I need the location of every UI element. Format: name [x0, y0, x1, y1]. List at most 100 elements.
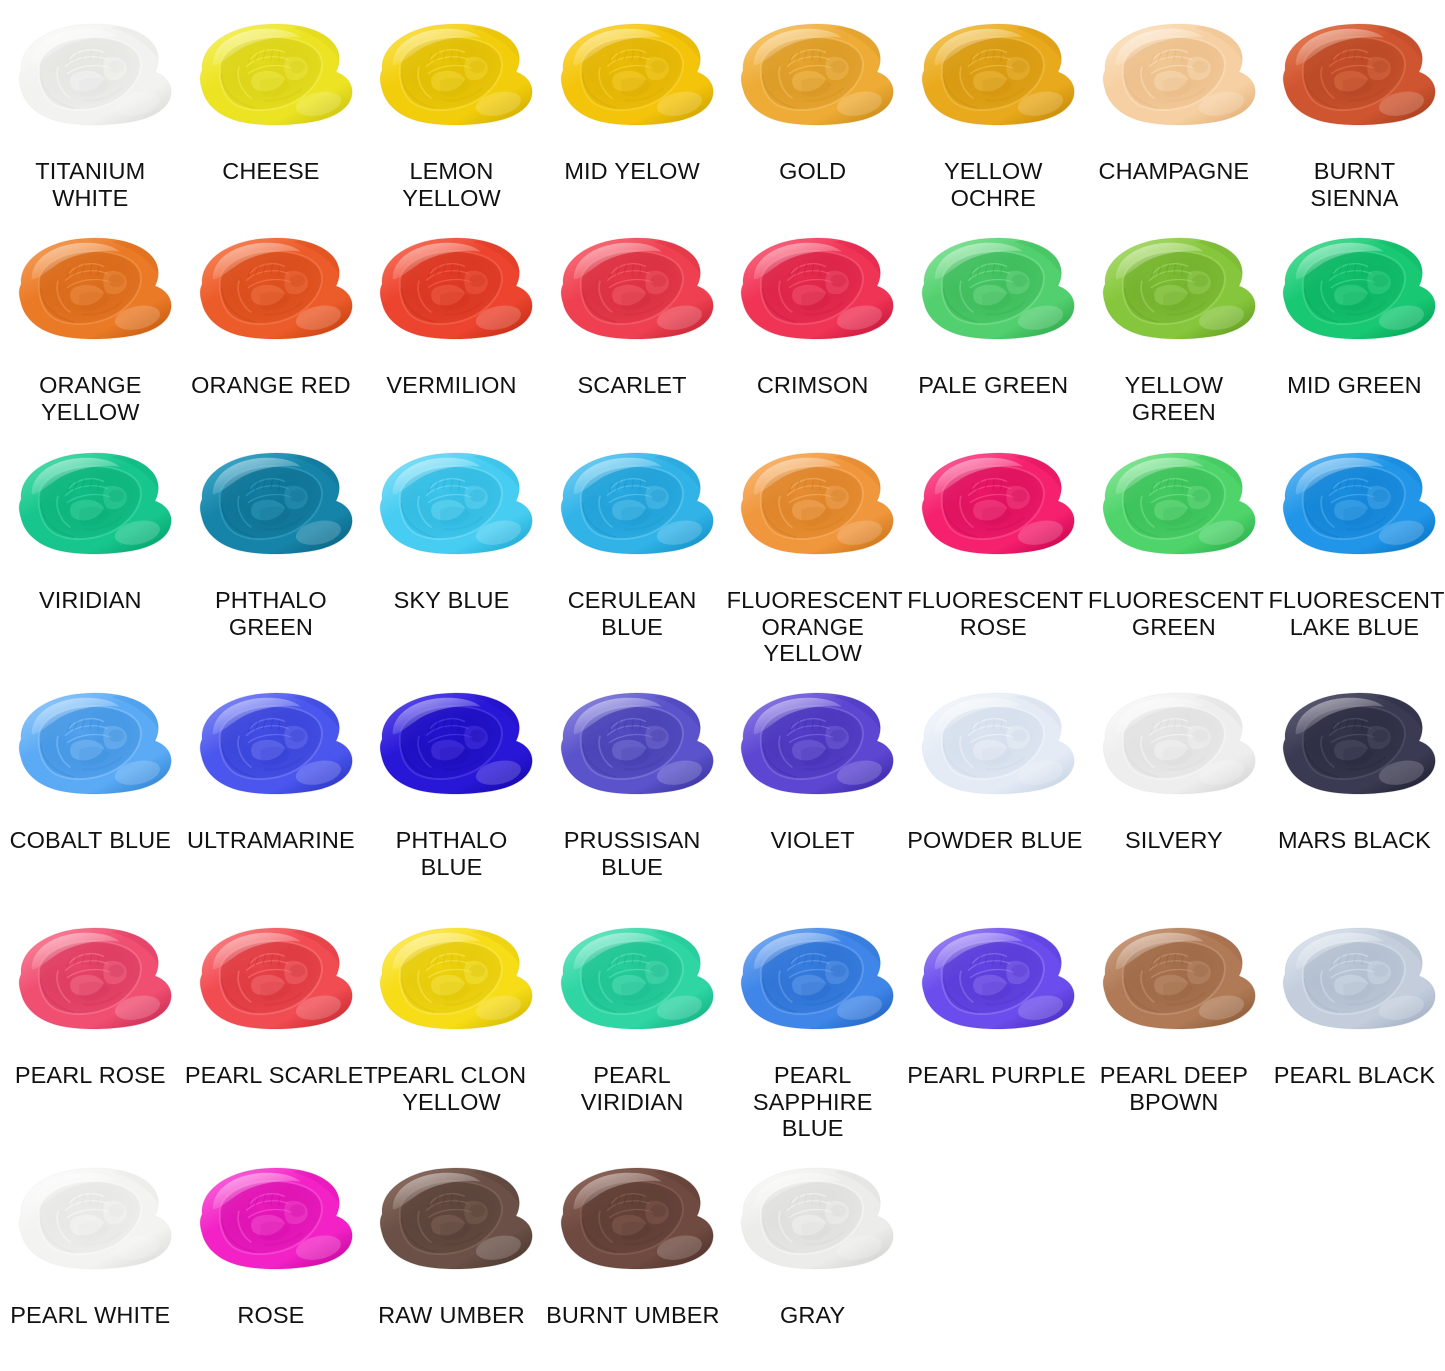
swatch-cell[interactable]: MID GREEN	[1264, 222, 1445, 425]
swatch-row-3: COBALT BLUE	[0, 677, 1445, 880]
swatch-label-line: YELLOW	[402, 184, 501, 211]
swatch-label-line: RAW UMBER	[378, 1302, 525, 1328]
swatch-label-line: COBALT BLUE	[9, 827, 171, 853]
swatch-label: BURNT SIENNA	[1268, 158, 1440, 211]
paint-blob-wrap	[361, 677, 542, 805]
swatch-cell[interactable]: FLUORESCENT GREEN	[1084, 437, 1265, 667]
swatch-label: FLUORESCENT ROSE	[907, 587, 1083, 640]
swatch-label: COBALT BLUE	[4, 827, 176, 854]
swatch-cell[interactable]: COBALT BLUE	[0, 677, 181, 880]
swatch-cell[interactable]: VIRIDIAN	[0, 437, 181, 667]
swatch-label-line: BLUE	[781, 1115, 844, 1142]
swatch-cell[interactable]: TITANIUM WHITE	[0, 8, 181, 211]
swatch-cell[interactable]: MID YELOW	[542, 8, 723, 211]
swatch-label-line: BLUE	[601, 853, 663, 880]
paint-blob	[1282, 23, 1436, 126]
paint-blob	[560, 452, 714, 555]
swatch-cell[interactable]: PALE GREEN	[903, 222, 1084, 425]
swatch-cell[interactable]: MARS BLACK	[1264, 677, 1445, 880]
paint-blob-wrap	[903, 677, 1084, 805]
swatch-label: PEARL PURPLE	[907, 1062, 1086, 1089]
swatch-row-1: ORANGE YELLOW	[0, 222, 1445, 425]
swatch-cell[interactable]: LEMON YELLOW	[361, 8, 542, 211]
swatch-cell[interactable]: YELLOW GREEN	[1084, 222, 1265, 425]
swatch-cell[interactable]: SILVERY	[1084, 677, 1265, 880]
paint-blob	[921, 452, 1075, 555]
swatch-cell[interactable]: ULTRAMARINE	[181, 677, 362, 880]
paint-blob	[560, 692, 714, 795]
paint-blob	[560, 237, 714, 340]
swatch-label-line: FLUORESCENT	[1087, 587, 1264, 613]
paint-blob-wrap	[542, 677, 723, 805]
swatch-label-line: YELLOW	[41, 398, 140, 425]
swatch-cell[interactable]: PEARL BLACK	[1264, 912, 1445, 1142]
swatch-cell[interactable]: SCARLET	[542, 222, 723, 425]
swatch-cell[interactable]: FLUORESCENT ORANGE YELLOW	[722, 437, 903, 667]
swatch-cell[interactable]: ORANGE RED	[181, 222, 362, 425]
swatch-cell[interactable]: CERULEAN BLUE	[542, 437, 723, 667]
swatch-label-line: VIRIDIAN	[580, 1088, 684, 1115]
paint-blob-wrap	[903, 437, 1084, 565]
paint-blob	[199, 452, 353, 555]
swatch-cell[interactable]: PHTHALO GREEN	[181, 437, 362, 667]
swatch-label: LEMON YELLOW	[365, 158, 537, 211]
swatch-cell[interactable]: BURNT SIENNA	[1264, 8, 1445, 211]
swatch-cell[interactable]: ORANGE YELLOW	[0, 222, 181, 425]
paint-blob	[18, 23, 172, 126]
swatch-label-line: CHAMPAGNE	[1098, 158, 1250, 184]
paint-blob-wrap	[0, 222, 181, 350]
swatch-cell[interactable]: CHAMPAGNE	[1084, 8, 1265, 211]
swatch-cell[interactable]: PEARL SAPPHIRE BLUE	[722, 912, 903, 1142]
swatch-label: PRUSSISAN BLUE	[546, 827, 718, 880]
swatch-cell[interactable]: CHEESE	[181, 8, 362, 211]
swatch-cell[interactable]: PRUSSISAN BLUE	[542, 677, 723, 880]
swatch-label-line: PALE GREEN	[918, 372, 1069, 398]
swatch-cell[interactable]: SKY BLUE	[361, 437, 542, 667]
swatch-cell[interactable]: PEARL CLON YELLOW	[361, 912, 542, 1142]
swatch-cell[interactable]: FLUORESCENT LAKE BLUE	[1264, 437, 1445, 667]
swatch-cell[interactable]: FLUORESCENT ROSE	[903, 437, 1084, 667]
paint-blob	[18, 692, 172, 795]
swatch-cell[interactable]: VIOLET	[722, 677, 903, 880]
swatch-cell[interactable]: GOLD	[722, 8, 903, 211]
paint-blob-wrap	[1264, 222, 1445, 350]
swatch-cell[interactable]: GRAY	[722, 1152, 903, 1329]
swatch-cell[interactable]: YELLOW OCHRE	[903, 8, 1084, 211]
paint-blob-wrap	[361, 912, 542, 1040]
swatch-label-line: PEARL WHITE	[10, 1302, 171, 1328]
paint-blob	[379, 1167, 533, 1270]
paint-blob	[1102, 237, 1256, 340]
swatch-label-line: SILVERY	[1124, 827, 1223, 853]
paint-blob	[1282, 692, 1436, 795]
paint-blob-wrap	[181, 677, 362, 805]
swatch-label-line: PHTHALO	[395, 827, 508, 853]
swatch-cell[interactable]: RAW UMBER	[361, 1152, 542, 1329]
swatch-cell[interactable]: POWDER BLUE	[903, 677, 1084, 880]
swatch-cell[interactable]: PHTHALO BLUE	[361, 677, 542, 880]
swatch-cell[interactable]: PEARL WHITE	[0, 1152, 181, 1329]
swatch-label-line: PEARL PURPLE	[907, 1062, 1086, 1088]
swatch-label-line: CRIMSON	[756, 372, 869, 398]
paint-blob-wrap	[542, 1152, 723, 1280]
swatch-cell[interactable]: PEARL DEEP BPOWN	[1084, 912, 1265, 1142]
swatch-cell[interactable]: PEARL SCARLET	[181, 912, 378, 1142]
swatch-label: ROSE	[185, 1302, 357, 1329]
paint-blob-wrap	[1084, 437, 1265, 565]
swatch-cell[interactable]: BURNT UMBER	[542, 1152, 723, 1329]
swatch-cell[interactable]: VERMILION	[361, 222, 542, 425]
swatch-label: PEARL SCARLET	[185, 1062, 378, 1089]
swatch-cell[interactable]: PEARL PURPLE	[903, 912, 1086, 1142]
paint-blob-wrap	[181, 1152, 362, 1280]
paint-blob-wrap	[181, 912, 362, 1040]
swatch-label-line: SCARLET	[577, 372, 687, 398]
swatch-cell[interactable]: PEARL ROSE	[0, 912, 181, 1142]
paint-blob-wrap	[1084, 912, 1265, 1040]
swatch-label-line: BLUE	[420, 853, 483, 880]
swatch-label-line: ORANGE	[761, 613, 864, 640]
swatch-label: FLUORESCENT ORANGE YELLOW	[727, 587, 903, 667]
paint-blob-wrap	[361, 8, 542, 136]
swatch-cell[interactable]: PEARL VIRIDIAN	[542, 912, 723, 1142]
swatch-label: MARS BLACK	[1268, 827, 1440, 854]
swatch-cell[interactable]: CRIMSON	[722, 222, 903, 425]
swatch-cell[interactable]: ROSE	[181, 1152, 362, 1329]
